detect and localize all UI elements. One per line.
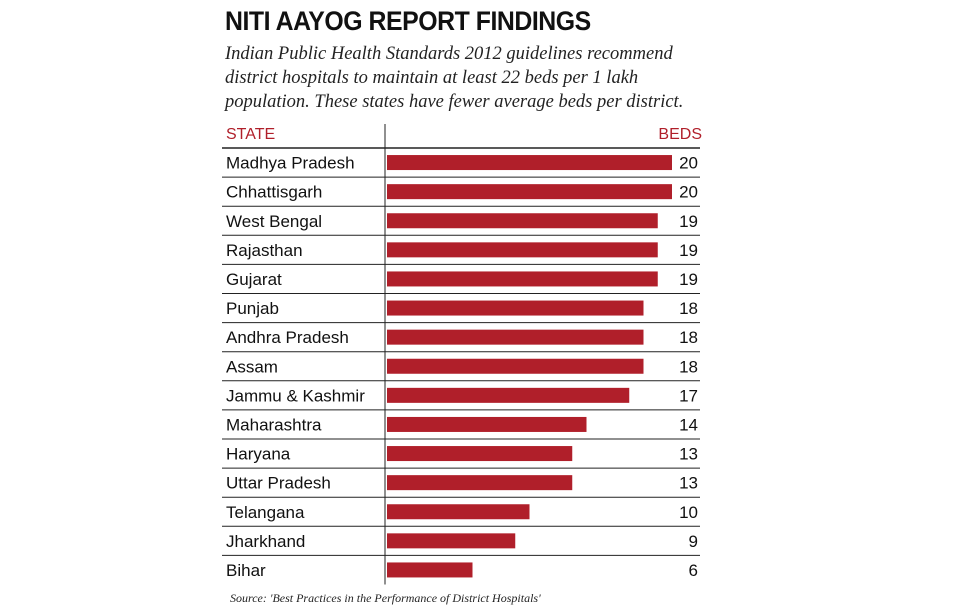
bar (387, 213, 658, 229)
value-label: 18 (679, 328, 698, 347)
state-label: West Bengal (226, 212, 322, 231)
state-label: Punjab (226, 299, 279, 318)
state-label: Gujarat (226, 270, 282, 289)
bar (387, 533, 516, 549)
bar (387, 242, 658, 258)
state-label: Uttar Pradesh (226, 474, 331, 493)
state-label: Rajasthan (226, 241, 303, 260)
value-label: 18 (679, 299, 698, 318)
bar (387, 184, 672, 200)
value-label: 20 (679, 154, 698, 173)
bar (387, 329, 644, 345)
chart-title: NITI AAYOG REPORT FINDINGS (225, 6, 591, 36)
value-label: 18 (679, 357, 698, 376)
value-label: 13 (679, 445, 698, 464)
value-label: 10 (679, 503, 698, 522)
bar (387, 387, 630, 403)
value-label: 19 (679, 241, 698, 260)
state-label: Chhattisgarh (226, 183, 322, 202)
state-label: Andhra Pradesh (226, 328, 349, 347)
beds-column-header: BEDS (658, 126, 702, 143)
state-label: Maharashtra (226, 415, 322, 434)
value-label: 14 (679, 415, 698, 434)
state-label: Jammu & Kashmir (226, 386, 365, 405)
bar (387, 300, 644, 316)
value-label: 17 (679, 386, 698, 405)
value-label: 13 (679, 474, 698, 493)
bar (387, 446, 573, 462)
state-label: Madhya Pradesh (226, 154, 355, 173)
state-label: Jharkhand (226, 532, 305, 551)
bar (387, 358, 644, 374)
state-label: Haryana (226, 445, 291, 464)
value-label: 20 (679, 183, 698, 202)
value-label: 9 (689, 532, 698, 551)
value-label: 19 (679, 212, 698, 231)
bar (387, 155, 672, 171)
bar-chart: Madhya Pradesh 20 Chhattisgarh 20 West Benga… (222, 124, 700, 585)
state-label: Bihar (226, 561, 266, 580)
state-column-header: STATE (226, 126, 276, 143)
bar (387, 416, 587, 432)
bar (387, 475, 573, 491)
bar (387, 271, 658, 287)
source-note: Source: 'Best Practices in the Performan… (230, 591, 541, 605)
bar (387, 562, 473, 578)
value-label: 19 (679, 270, 698, 289)
state-label: Assam (226, 357, 278, 376)
value-label: 6 (689, 561, 698, 580)
bar (387, 504, 530, 520)
state-label: Telangana (226, 503, 305, 522)
chart-subtitle: Indian Public Health Standards 2012 guid… (225, 44, 684, 112)
chart-panel: NITI AAYOG REPORT FINDINGS Indian Public… (222, 0, 702, 612)
